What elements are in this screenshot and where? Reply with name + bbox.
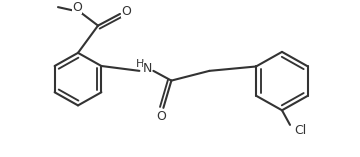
Text: N: N: [143, 62, 152, 75]
Text: O: O: [72, 1, 82, 14]
Text: Cl: Cl: [294, 124, 306, 137]
Text: O: O: [121, 5, 131, 17]
Text: H: H: [136, 59, 145, 69]
Text: O: O: [157, 110, 166, 123]
